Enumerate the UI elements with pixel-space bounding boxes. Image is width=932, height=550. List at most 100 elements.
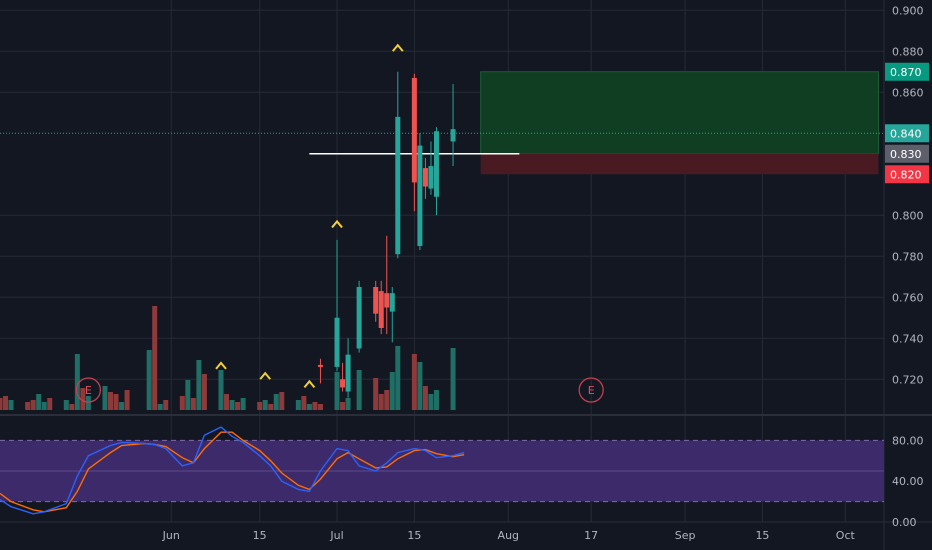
- volume-bar: [30, 400, 36, 410]
- candle-body: [450, 129, 456, 142]
- earnings-label: E: [588, 384, 595, 397]
- volume-bar: [417, 362, 423, 410]
- volume-bar: [262, 400, 268, 410]
- volume-bar: [25, 402, 31, 410]
- volume-bar: [356, 370, 362, 410]
- volume-bar: [218, 370, 224, 410]
- candle-body: [428, 166, 434, 189]
- long-position-tool[interactable]: [0, 71, 884, 175]
- volume-bar: [433, 390, 439, 410]
- pivot-high-marker: [392, 43, 404, 52]
- volume-bar: [235, 402, 241, 410]
- time-tick-label: Sep: [675, 529, 696, 542]
- osc-tick-label: 0.00: [892, 516, 917, 529]
- volume-bar: [240, 398, 246, 410]
- volume-bar: [36, 394, 42, 410]
- price-tick-label: 0.900: [892, 4, 924, 17]
- volume-bar: [334, 372, 340, 410]
- candle-body: [422, 168, 428, 187]
- current-price-tag-label: 0.840: [890, 127, 922, 140]
- volume-bar: [74, 354, 80, 410]
- volume-bar: [179, 396, 185, 410]
- axes: 0.900 0.880 0.860 0.800 0.780 0.760 0.740 0.720…: [162, 4, 924, 542]
- volume-bar: [185, 380, 191, 410]
- volume-bar: [411, 354, 417, 410]
- volume-bar: [257, 402, 263, 410]
- volume-bar: [389, 372, 395, 410]
- stochastic-pane: [0, 426, 884, 515]
- stoch-d-line: [0, 431, 465, 513]
- volume-bar: [317, 404, 323, 410]
- price-tick-label: 0.860: [892, 86, 924, 99]
- pivot-high-marker: [303, 379, 316, 388]
- volume-bar: [124, 390, 130, 410]
- target-price-tag-label: 0.870: [890, 66, 922, 79]
- volume-bar: [340, 402, 346, 410]
- earnings-label: E: [85, 384, 92, 397]
- time-tick-label: Oct: [836, 529, 856, 542]
- volume-bar: [201, 374, 207, 410]
- volume-bar: [378, 394, 384, 410]
- volume-bar: [119, 402, 125, 410]
- volume-bar: [312, 402, 318, 410]
- volume-bar: [152, 306, 158, 410]
- candle-body: [395, 116, 401, 255]
- stoch-k-line: [0, 426, 465, 515]
- time-tick-label: 15: [407, 529, 421, 542]
- volume-bar: [190, 398, 196, 410]
- candle-body: [373, 287, 379, 314]
- volume-bar: [345, 398, 351, 410]
- entry-price-tag-label: 0.830: [890, 148, 922, 161]
- price-tick-label: 0.740: [892, 332, 924, 345]
- candle-body: [317, 364, 323, 367]
- candlestick-series: [317, 71, 456, 398]
- price-tick-label: 0.880: [892, 45, 924, 58]
- volume-bar: [295, 400, 301, 410]
- volume-bars: [0, 306, 456, 410]
- price-tags: 0.870 0.840 0.830 0.820: [885, 62, 929, 184]
- time-tick-label: 15: [253, 529, 267, 542]
- osc-tick-label: 80.00: [892, 434, 924, 447]
- volume-bar: [384, 390, 390, 410]
- volume-bar: [422, 386, 428, 410]
- volume-bar: [146, 350, 152, 410]
- candle-body: [340, 379, 346, 388]
- volume-bar: [113, 394, 119, 410]
- earnings-circle: [578, 377, 604, 403]
- volume-bar: [163, 400, 169, 410]
- volume-bar: [63, 400, 69, 410]
- volume-bar: [395, 346, 401, 410]
- candle-body: [411, 77, 417, 183]
- volume-bar: [47, 398, 53, 410]
- entry-price-tag: [885, 144, 929, 163]
- candle-body: [433, 131, 439, 197]
- volume-bar: [3, 396, 9, 410]
- candle-body: [417, 145, 423, 246]
- volume-bar: [157, 404, 163, 410]
- loss-zone: [480, 153, 879, 175]
- price-tick-label: 0.800: [892, 209, 924, 222]
- volume-bar: [8, 400, 14, 410]
- volume-bar: [196, 360, 202, 410]
- candle-body: [345, 354, 351, 392]
- price-tick-label: 0.780: [892, 250, 924, 263]
- volume-bar: [273, 394, 279, 410]
- time-tick-label: Jun: [162, 529, 180, 542]
- volume-bar: [268, 404, 274, 410]
- volume-bar: [0, 398, 3, 410]
- pivot-high-marker: [331, 219, 343, 229]
- volume-bar: [41, 402, 47, 410]
- volume-bar: [80, 388, 86, 410]
- current-price-tag: [885, 124, 929, 143]
- time-tick-label: Jul: [329, 529, 343, 542]
- volume-bar: [229, 400, 235, 410]
- target-price-tag: [885, 62, 929, 81]
- profit-zone: [480, 71, 879, 155]
- candle-body: [384, 293, 390, 308]
- time-tick-label: 15: [755, 529, 769, 542]
- volume-bar: [224, 394, 230, 410]
- pivot-high-marker: [259, 371, 271, 380]
- volume-bar: [450, 348, 456, 410]
